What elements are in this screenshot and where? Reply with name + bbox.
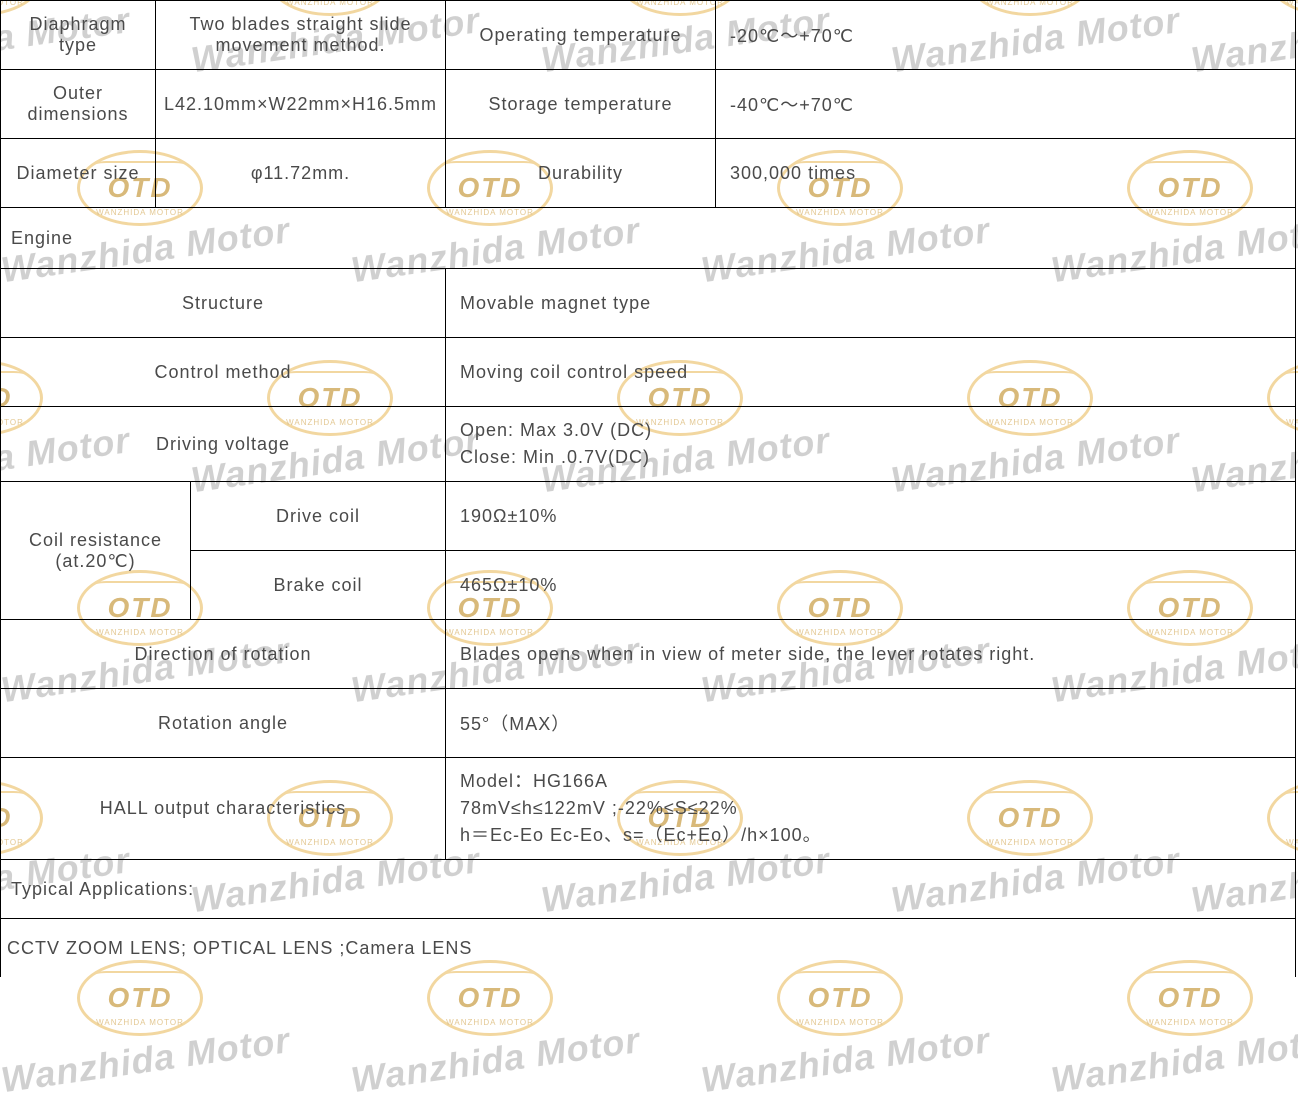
cell-value: 190Ω±10% (446, 482, 1295, 550)
table-row: Rotation angle 55°（MAX） (1, 689, 1295, 758)
table-row: HALL output characteristics Model：HG166A… (1, 758, 1295, 860)
watermark-cell: OTDWANZHIDA MOTORWanzhida Motor (0, 960, 280, 1082)
cell-label: Brake coil (191, 551, 446, 619)
coil-resistance-label: Coil resistance (at.20℃) (1, 482, 191, 620)
cell-label: Operating temperature (446, 1, 716, 69)
table-row: Drive coil 190Ω±10% (191, 482, 1295, 551)
cell-label: Storage temperature (446, 70, 716, 138)
section-header-row: Typical Applications: (1, 860, 1295, 919)
cell-value: Moving coil control speed (446, 338, 1295, 406)
cell-value: Open: Max 3.0V (DC) Close: Min .0.7V(DC) (446, 407, 1295, 481)
watermark-text: Wanzhida Motor (698, 1021, 981, 1101)
watermark-logo-text: OTD (457, 982, 522, 1014)
cell-value: Model：HG166A 78mV≤h≤122mV ;-22%≤S≤22% h＝… (446, 758, 1295, 859)
driving-open: Open: Max 3.0V (DC) (460, 417, 652, 444)
coil-group: Coil resistance (at.20℃) Drive coil 190Ω… (1, 482, 1295, 620)
cell-label: Control method (1, 338, 446, 406)
table-row: Brake coil 465Ω±10% (191, 551, 1295, 620)
cell-value: -40℃～+70℃ (716, 70, 1295, 138)
table-row: Structure Movable magnet type (1, 269, 1295, 338)
watermark-logo-text: OTD (107, 982, 172, 1014)
watermark-cell: OTDWANZHIDA MOTORWanzhida Motor (1050, 960, 1298, 1082)
cell-value: 55°（MAX） (446, 689, 1295, 757)
spec-table: Diaphragm type Two blades straight slide… (0, 0, 1296, 977)
cell-value: 465Ω±10% (446, 551, 1295, 619)
watermark-logo-text: OTD (1157, 982, 1222, 1014)
cell-label: HALL output characteristics (1, 758, 446, 859)
cell-value: Blades opens when in view of meter side,… (446, 620, 1295, 688)
cell-label: Rotation angle (1, 689, 446, 757)
table-row: Diameter size φ11.72mm. Durability 300,0… (1, 139, 1295, 208)
cell-value: -20℃～+70℃ (716, 1, 1295, 69)
cell-value: Movable magnet type (446, 269, 1295, 337)
table-row: Outer dimensions L42.10mm×W22mm×H16.5mm … (1, 70, 1295, 139)
hall-range: 78mV≤h≤122mV ;-22%≤S≤22% (460, 795, 738, 822)
table-row: CCTV ZOOM LENS; OPTICAL LENS ;Camera LEN… (1, 919, 1295, 977)
watermark-text: Wanzhida Motor (0, 1021, 282, 1101)
watermark-logo-sub: WANZHIDA MOTOR (1146, 1018, 1234, 1027)
hall-model: Model：HG166A (460, 768, 608, 795)
cell-label: Structure (1, 269, 446, 337)
table-row: Driving voltage Open: Max 3.0V (DC) Clos… (1, 407, 1295, 482)
cell-label: Drive coil (191, 482, 446, 550)
cell-label: Direction of rotation (1, 620, 446, 688)
cell-label: Driving voltage (1, 407, 446, 481)
applications-header: Typical Applications: (1, 860, 1295, 918)
cell-value: Two blades straight slide movement metho… (156, 1, 446, 69)
cell-label: Diameter size (1, 139, 156, 207)
cell-label: Diaphragm type (1, 1, 156, 69)
cell-label: Outer dimensions (1, 70, 156, 138)
cell-value: 300,000 times (716, 139, 1295, 207)
cell-value: φ11.72mm. (156, 139, 446, 207)
table-row: Control method Moving coil control speed (1, 338, 1295, 407)
watermark-logo-sub: WANZHIDA MOTOR (96, 1018, 184, 1027)
engine-header: Engine (1, 208, 1295, 268)
applications-value: CCTV ZOOM LENS; OPTICAL LENS ;Camera LEN… (1, 919, 1295, 977)
watermark-logo-text: OTD (807, 982, 872, 1014)
driving-close: Close: Min .0.7V(DC) (460, 444, 650, 471)
section-header-row: Engine (1, 208, 1295, 269)
cell-label: Durability (446, 139, 716, 207)
table-row: Diaphragm type Two blades straight slide… (1, 1, 1295, 70)
watermark-logo-sub: WANZHIDA MOTOR (796, 1018, 884, 1027)
table-row: Direction of rotation Blades opens when … (1, 620, 1295, 689)
cell-value: L42.10mm×W22mm×H16.5mm (156, 70, 446, 138)
watermark-logo-sub: WANZHIDA MOTOR (446, 1018, 534, 1027)
watermark-cell: OTDWANZHIDA MOTORWanzhida Motor (700, 960, 980, 1082)
hall-formula: h＝Ec-Eo Ec-Eo、s=（Ec+Eo）/h×100。 (460, 822, 822, 849)
watermark-text: Wanzhida Motor (1048, 1021, 1298, 1101)
watermark-cell: OTDWANZHIDA MOTORWanzhida Motor (350, 960, 630, 1082)
watermark-text: Wanzhida Motor (348, 1021, 631, 1101)
